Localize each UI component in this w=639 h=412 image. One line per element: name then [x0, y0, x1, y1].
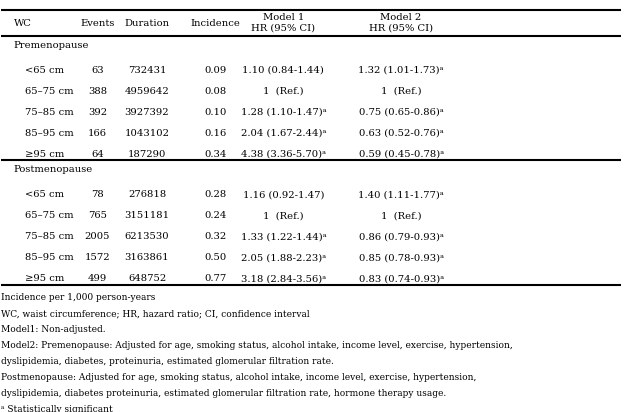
- Text: Incidence: Incidence: [190, 19, 240, 28]
- Text: 3927392: 3927392: [125, 108, 169, 117]
- Text: 2.05 (1.88-2.23)ᵃ: 2.05 (1.88-2.23)ᵃ: [241, 253, 326, 262]
- Text: 3163861: 3163861: [125, 253, 169, 262]
- Text: 2.04 (1.67-2.44)ᵃ: 2.04 (1.67-2.44)ᵃ: [241, 129, 326, 138]
- Text: 648752: 648752: [128, 274, 166, 283]
- Text: 0.34: 0.34: [204, 150, 226, 159]
- Text: 1  (Ref.): 1 (Ref.): [263, 87, 304, 96]
- Text: Events: Events: [81, 19, 114, 28]
- Text: 65–75 cm: 65–75 cm: [25, 211, 73, 220]
- Text: Duration: Duration: [125, 19, 169, 28]
- Text: 0.63 (0.52-0.76)ᵃ: 0.63 (0.52-0.76)ᵃ: [358, 129, 443, 138]
- Text: Postmenopause: Adjusted for age, smoking status, alcohol intake, income level, e: Postmenopause: Adjusted for age, smoking…: [1, 373, 477, 382]
- Text: 3151181: 3151181: [125, 211, 169, 220]
- Text: 1  (Ref.): 1 (Ref.): [381, 87, 421, 96]
- Text: 63: 63: [91, 66, 104, 75]
- Text: WC: WC: [14, 19, 32, 28]
- Text: 2005: 2005: [85, 232, 110, 241]
- Text: 765: 765: [88, 211, 107, 220]
- Text: 0.16: 0.16: [204, 129, 226, 138]
- Text: 392: 392: [88, 108, 107, 117]
- Text: 64: 64: [91, 150, 104, 159]
- Text: 1043102: 1043102: [125, 129, 169, 138]
- Text: 0.09: 0.09: [204, 66, 226, 75]
- Text: 75–85 cm: 75–85 cm: [25, 232, 73, 241]
- Text: 1  (Ref.): 1 (Ref.): [381, 211, 421, 220]
- Text: 1.32 (1.01-1.73)ᵃ: 1.32 (1.01-1.73)ᵃ: [358, 66, 444, 75]
- Text: 0.77: 0.77: [204, 274, 226, 283]
- Text: Incidence per 1,000 person-years: Incidence per 1,000 person-years: [1, 293, 156, 302]
- Text: <65 cm: <65 cm: [25, 190, 64, 199]
- Text: Model 1
HR (95% CI): Model 1 HR (95% CI): [251, 13, 316, 33]
- Text: ᵃ Statistically significant: ᵃ Statistically significant: [1, 405, 113, 412]
- Text: 732431: 732431: [128, 66, 166, 75]
- Text: 1  (Ref.): 1 (Ref.): [263, 211, 304, 220]
- Text: 6213530: 6213530: [125, 232, 169, 241]
- Text: 166: 166: [88, 129, 107, 138]
- Text: 4959642: 4959642: [125, 87, 169, 96]
- Text: <65 cm: <65 cm: [25, 66, 64, 75]
- Text: 0.50: 0.50: [204, 253, 226, 262]
- Text: 3.18 (2.84-3.56)ᵃ: 3.18 (2.84-3.56)ᵃ: [241, 274, 326, 283]
- Text: Model1: Non-adjusted.: Model1: Non-adjusted.: [1, 325, 106, 334]
- Text: dyslipidemia, diabetes proteinuria, estimated glomerular filtration rate, hormon: dyslipidemia, diabetes proteinuria, esti…: [1, 389, 447, 398]
- Text: Model 2
HR (95% CI): Model 2 HR (95% CI): [369, 13, 433, 33]
- Text: ≥95 cm: ≥95 cm: [25, 274, 65, 283]
- Text: 388: 388: [88, 87, 107, 96]
- Text: 0.08: 0.08: [204, 87, 226, 96]
- Text: Postmenopause: Postmenopause: [14, 166, 93, 174]
- Text: 0.10: 0.10: [204, 108, 226, 117]
- Text: 75–85 cm: 75–85 cm: [25, 108, 73, 117]
- Text: 78: 78: [91, 190, 104, 199]
- Text: 85–95 cm: 85–95 cm: [25, 129, 73, 138]
- Text: 1572: 1572: [84, 253, 111, 262]
- Text: 0.85 (0.78-0.93)ᵃ: 0.85 (0.78-0.93)ᵃ: [358, 253, 443, 262]
- Text: 0.24: 0.24: [204, 211, 226, 220]
- Text: 65–75 cm: 65–75 cm: [25, 87, 73, 96]
- Text: 1.33 (1.22-1.44)ᵃ: 1.33 (1.22-1.44)ᵃ: [240, 232, 326, 241]
- Text: dyslipidemia, diabetes, proteinuria, estimated glomerular filtration rate.: dyslipidemia, diabetes, proteinuria, est…: [1, 357, 334, 366]
- Text: 499: 499: [88, 274, 107, 283]
- Text: 0.32: 0.32: [204, 232, 226, 241]
- Text: 0.75 (0.65-0.86)ᵃ: 0.75 (0.65-0.86)ᵃ: [358, 108, 443, 117]
- Text: 0.28: 0.28: [204, 190, 226, 199]
- Text: 1.16 (0.92-1.47): 1.16 (0.92-1.47): [243, 190, 324, 199]
- Text: 1.10 (0.84-1.44): 1.10 (0.84-1.44): [242, 66, 324, 75]
- Text: WC, waist circumference; HR, hazard ratio; CI, confidence interval: WC, waist circumference; HR, hazard rati…: [1, 309, 310, 318]
- Text: 0.83 (0.74-0.93)ᵃ: 0.83 (0.74-0.93)ᵃ: [358, 274, 443, 283]
- Text: 276818: 276818: [128, 190, 166, 199]
- Text: 0.59 (0.45-0.78)ᵃ: 0.59 (0.45-0.78)ᵃ: [358, 150, 443, 159]
- Text: ≥95 cm: ≥95 cm: [25, 150, 65, 159]
- Text: Premenopause: Premenopause: [14, 41, 89, 50]
- Text: 4.38 (3.36-5.70)ᵃ: 4.38 (3.36-5.70)ᵃ: [241, 150, 326, 159]
- Text: 85–95 cm: 85–95 cm: [25, 253, 73, 262]
- Text: 1.28 (1.10-1.47)ᵃ: 1.28 (1.10-1.47)ᵃ: [240, 108, 326, 117]
- Text: 187290: 187290: [128, 150, 166, 159]
- Text: 0.86 (0.79-0.93)ᵃ: 0.86 (0.79-0.93)ᵃ: [358, 232, 443, 241]
- Text: Model2: Premenopause: Adjusted for age, smoking status, alcohol intake, income l: Model2: Premenopause: Adjusted for age, …: [1, 341, 513, 350]
- Text: 1.40 (1.11-1.77)ᵃ: 1.40 (1.11-1.77)ᵃ: [358, 190, 444, 199]
